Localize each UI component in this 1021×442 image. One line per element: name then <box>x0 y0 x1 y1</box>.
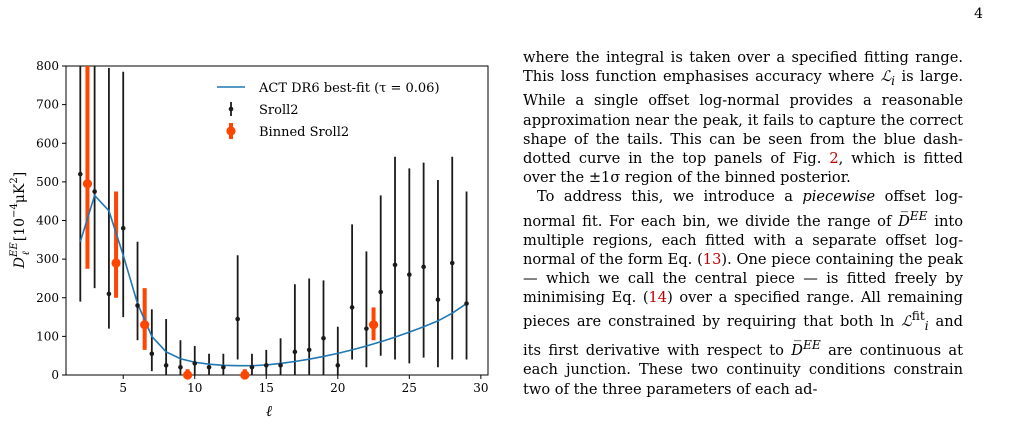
sroll2-point <box>163 363 169 368</box>
sroll2-point <box>292 349 298 355</box>
legend-sroll2-marker <box>228 106 234 112</box>
text-span: To address this, we introduce a <box>537 188 803 206</box>
x-tick-label: 20 <box>330 381 345 395</box>
binned-point <box>140 320 150 330</box>
binned-point <box>368 320 379 330</box>
math-symbol: ℒ <box>880 68 892 86</box>
legend-binned-label: Binned Sroll2 <box>259 125 349 140</box>
y-axis-label: DEEℓ[10−4μK2] <box>9 172 32 269</box>
sroll2-point <box>78 171 83 177</box>
sroll2-point <box>321 336 326 341</box>
legend-model-label: ACT DR6 best-fit (τ = 0.06) <box>258 81 440 96</box>
math-superscript: EE <box>909 208 928 223</box>
model-line <box>79 193 467 367</box>
sroll2-point <box>421 264 426 270</box>
sroll2-point <box>449 260 455 266</box>
x-tick-label: 10 <box>187 381 202 395</box>
text-span: where the integral is taken over a speci… <box>523 49 963 86</box>
sroll2-point <box>92 189 97 194</box>
y-tick-label: 500 <box>36 175 59 189</box>
text-span: ) over a specified range. All remaining … <box>523 289 963 331</box>
paragraph-loss-function: where the integral is taken over a speci… <box>523 48 963 187</box>
sroll2-point <box>149 351 155 357</box>
sroll2-point <box>206 364 212 370</box>
sroll2-point <box>378 289 384 295</box>
math-symbol: D̅ <box>898 212 910 230</box>
svg-text:DEEℓ[10−4μK2]: DEEℓ[10−4μK2] <box>9 172 32 269</box>
equation-reference-link[interactable]: 14 <box>648 289 668 307</box>
sroll2-point <box>192 361 198 366</box>
text-span: offset log-normal fit. For each bin, we … <box>523 188 963 230</box>
x-tick-label: 30 <box>473 381 488 395</box>
math-subscript: i <box>891 74 896 89</box>
sroll2-point <box>120 225 126 231</box>
y-tick-label: 800 <box>36 59 59 73</box>
sroll2-point <box>278 363 283 368</box>
y-tick-label: 700 <box>36 98 59 112</box>
text-span: is large. While a single offset log-norm… <box>523 68 964 167</box>
sroll2-point <box>106 291 112 297</box>
legend-sroll2-label: Sroll2 <box>259 103 299 118</box>
y-tick-label: 300 <box>36 252 59 266</box>
text-span: and its first derivative with respect to <box>523 313 963 360</box>
paragraph-piecewise-fit: To address this, we introduce a piecewis… <box>523 187 963 399</box>
math-superscript: fit <box>911 309 925 324</box>
sroll2-point <box>435 297 441 302</box>
binned-point <box>82 179 93 189</box>
sroll2-point <box>178 364 183 370</box>
x-axis-label: ℓ <box>266 402 272 420</box>
page-number: 4 <box>974 6 983 22</box>
math-symbol: D̅ <box>791 342 803 360</box>
x-tick-label: 5 <box>119 381 127 395</box>
sroll2-point <box>407 272 412 277</box>
legend-binned-marker <box>226 126 236 136</box>
sroll2-point <box>464 301 469 306</box>
paper-body-text: where the integral is taken over a speci… <box>523 48 963 399</box>
y-tick-label: 600 <box>36 136 59 150</box>
sroll2-point <box>135 303 140 308</box>
y-tick-label: 0 <box>51 368 59 382</box>
equation-reference-link[interactable]: 13 <box>702 250 722 268</box>
chart-legend: ACT DR6 best-fit (τ = 0.06) Sroll2 Binned … <box>217 81 440 140</box>
binned-point <box>111 258 121 268</box>
sroll2-point <box>364 326 369 331</box>
y-tick-label: 200 <box>36 291 59 305</box>
sroll2-point <box>263 363 269 368</box>
figure-reference-link[interactable]: 2 <box>829 149 839 167</box>
sroll2-point <box>221 364 226 370</box>
sroll2-point <box>306 347 312 353</box>
text-span: , which is fitted over the ±1σ region of… <box>523 149 963 187</box>
sroll2-point <box>249 364 255 370</box>
y-tick-label: 400 <box>36 214 59 228</box>
sroll2-point <box>335 363 341 368</box>
binned-point <box>240 370 250 380</box>
x-tick-label: 25 <box>402 381 417 395</box>
sroll2-point <box>392 262 398 268</box>
binned-point <box>182 370 193 380</box>
x-tick-label: 15 <box>259 381 274 395</box>
sroll2-point <box>349 305 355 310</box>
emphasis-text: piecewise <box>802 188 876 206</box>
math-subscript: i <box>924 319 929 334</box>
math-symbol: ℒ <box>901 313 912 331</box>
text-span: are continuous at each junction. These t… <box>523 342 963 398</box>
text-span: into multiple regions, each fitted with … <box>523 212 963 268</box>
text-span: ). One piece containing the peak — which… <box>523 250 963 307</box>
math-superscript: EE <box>802 338 821 353</box>
y-tick-label: 100 <box>36 329 59 343</box>
chart-data-layer <box>78 66 469 380</box>
sroll2-point <box>235 316 240 322</box>
